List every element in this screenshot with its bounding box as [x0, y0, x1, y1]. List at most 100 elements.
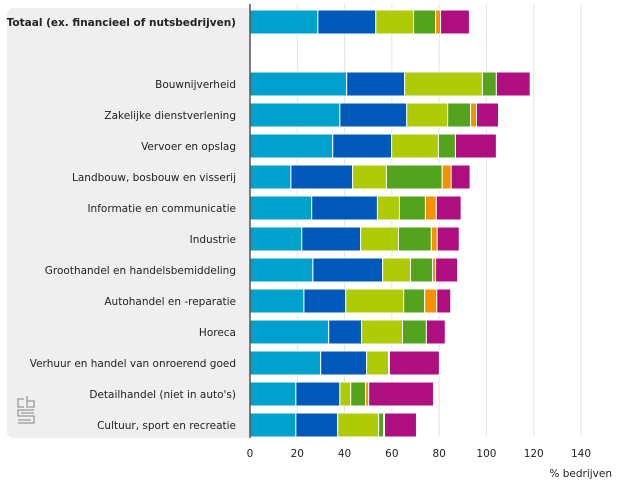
- bar-segment-series-4: [437, 133, 456, 159]
- category-label: Zakelijke dienstverlening: [104, 110, 236, 122]
- bar-row: [249, 164, 471, 190]
- bar-segment-series-2: [346, 71, 406, 97]
- bar-segment-series-2: [301, 226, 362, 252]
- bar-segment-series-2: [332, 133, 393, 159]
- bar-segment-series-6: [436, 226, 460, 252]
- bar-segment-series-3: [376, 195, 400, 221]
- bar-segment-series-6: [454, 133, 497, 159]
- x-tick-label: 60: [385, 448, 398, 460]
- bar-segment-series-3: [366, 350, 390, 376]
- x-axis: 0 20 40 60 80 100 120 140 % bedrijven: [247, 4, 612, 480]
- bar-row: [249, 195, 462, 221]
- bar-segment-series-4: [385, 164, 443, 190]
- bar-segment-series-3: [375, 9, 415, 35]
- bar-row: [249, 71, 531, 97]
- bar-segment-series-1: [249, 412, 297, 438]
- bar-segment-series-1: [249, 9, 319, 35]
- bar-segment-series-1: [249, 102, 341, 128]
- bar-segment-series-3: [339, 381, 352, 407]
- x-tick-label: 40: [338, 448, 351, 460]
- bar-segment-series-4: [401, 319, 427, 345]
- bar-segment-series-1: [249, 288, 305, 314]
- category-labels: Totaal (ex. financieel of nutsbedrijven)…: [7, 17, 236, 432]
- bar-segment-series-4: [403, 288, 426, 314]
- bar-segment-series-5: [424, 288, 438, 314]
- category-label: Groothandel en handelsbemiddeling: [45, 265, 236, 277]
- bar-segment-series-6: [384, 412, 417, 438]
- x-tick-label: 100: [476, 448, 496, 460]
- bar-segment-series-2: [312, 257, 384, 283]
- bar-segment-series-2: [295, 412, 339, 438]
- category-label: Totaal (ex. financieel of nutsbedrijven): [7, 17, 236, 29]
- bar-row: [249, 257, 459, 283]
- category-label: Informatie en communicatie: [87, 203, 236, 215]
- bar-segment-series-3: [391, 133, 439, 159]
- bar-row: [249, 319, 446, 345]
- bar-segment-series-1: [249, 381, 297, 407]
- bar-segment-series-6: [450, 164, 471, 190]
- category-label: Industrie: [190, 234, 236, 246]
- bars: [249, 9, 531, 438]
- bar-segment-series-2: [328, 319, 363, 345]
- bar-segment-series-1: [249, 257, 314, 283]
- bar-segment-series-2: [303, 288, 347, 314]
- bar-segment-series-6: [368, 381, 434, 407]
- bar-row: [249, 381, 434, 407]
- bar-segment-series-6: [388, 350, 440, 376]
- cbs-logo-icon: [17, 396, 35, 424]
- bar-segment-series-6: [440, 9, 470, 35]
- bar-row: [249, 226, 460, 252]
- bar-segment-series-5: [424, 195, 437, 221]
- bar-segment-series-2: [290, 164, 354, 190]
- bar-row: [249, 288, 452, 314]
- bar-row: [249, 9, 470, 35]
- bar-segment-series-3: [382, 257, 412, 283]
- bar-segment-series-2: [317, 9, 377, 35]
- category-label: Landbouw, bosbouw en visserij: [72, 172, 236, 184]
- category-label: Cultuur, sport en recreatie: [97, 420, 236, 432]
- bar-segment-series-3: [360, 226, 399, 252]
- bar-row: [249, 350, 440, 376]
- bar-segment-series-6: [495, 71, 531, 97]
- bar-segment-series-5: [441, 164, 452, 190]
- bar-segment-series-5: [435, 9, 442, 35]
- bar-row: [249, 133, 497, 159]
- bar-segment-series-4: [481, 71, 497, 97]
- bar-segment-series-1: [249, 71, 348, 97]
- bar-segment-series-3: [352, 164, 387, 190]
- bar-segment-series-6: [425, 319, 446, 345]
- bar-segment-series-3: [404, 71, 483, 97]
- bar-segment-series-4: [410, 257, 434, 283]
- bar-segment-series-4: [397, 226, 432, 252]
- bar-segment-series-2: [295, 381, 341, 407]
- x-tick-label: 140: [571, 448, 591, 460]
- category-label: Horeca: [199, 327, 236, 339]
- bar-segment-series-2: [320, 350, 368, 376]
- bar-segment-series-3: [337, 412, 380, 438]
- x-tick-label: 80: [432, 448, 445, 460]
- category-label: Verhuur en handel van onroerend goed: [30, 358, 236, 370]
- bar-row: [249, 412, 417, 438]
- bar-segment-series-2: [311, 195, 378, 221]
- x-tick-label: 0: [247, 448, 254, 460]
- bar-segment-series-3: [406, 102, 449, 128]
- bar-segment-series-6: [435, 195, 462, 221]
- bar-row: [249, 102, 499, 128]
- bar-segment-series-4: [398, 195, 426, 221]
- bar-segment-series-6: [436, 288, 452, 314]
- x-tick-label: 120: [524, 448, 544, 460]
- category-label: Autohandel en -reparatie: [104, 296, 236, 308]
- bar-segment-series-6: [475, 102, 499, 128]
- bar-segment-series-4: [447, 102, 472, 128]
- bar-segment-series-1: [249, 350, 322, 376]
- bar-segment-series-1: [249, 319, 330, 345]
- bar-segment-series-4: [413, 9, 437, 35]
- bar-segment-series-3: [361, 319, 403, 345]
- bar-segment-series-1: [249, 133, 334, 159]
- bar-segment-series-5: [470, 102, 477, 128]
- bar-segment-series-5: [430, 226, 438, 252]
- x-axis-title: % bedrijven: [549, 468, 612, 480]
- category-label: Bouwnijverheid: [155, 79, 236, 91]
- bar-segment-series-6: [435, 257, 459, 283]
